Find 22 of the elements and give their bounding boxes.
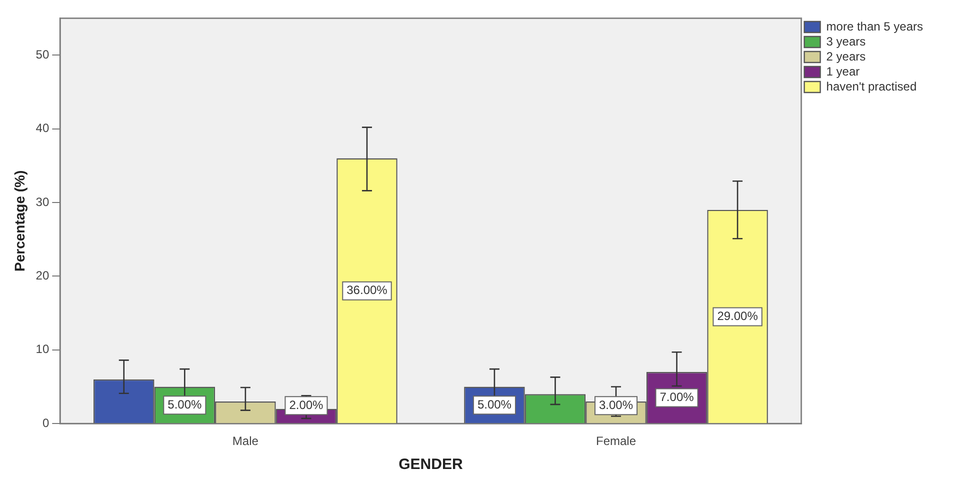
x-tick-label: Female (596, 434, 636, 448)
data-label: 2.00% (289, 398, 324, 412)
y-tick-label: 30 (36, 194, 50, 209)
data-label: 7.00% (660, 390, 694, 404)
y-tick-label: 50 (36, 47, 50, 62)
legend-label: haven't practised (826, 79, 917, 94)
data-label: 3.00% (598, 398, 634, 412)
y-tick-label: 20 (36, 268, 50, 282)
y-tick-label: 0 (42, 416, 50, 430)
x-axis-title: GENDER (398, 456, 463, 474)
data-label: 29.00% (717, 309, 758, 324)
y-tick-label: 10 (36, 342, 50, 356)
data-label: 36.00% (346, 283, 388, 298)
data-label: 5.00% (168, 397, 202, 412)
legend-label: 2 years (826, 49, 866, 64)
legend-label: 1 year (826, 64, 860, 78)
data-label: 5.00% (477, 397, 512, 412)
y-axis-title: Percentage (%) (11, 170, 28, 272)
legend-label: more than 5 years (826, 19, 924, 34)
legend-label: 3 years (826, 34, 866, 48)
y-tick-label: 40 (36, 121, 50, 136)
x-tick-label: Male (232, 434, 259, 448)
